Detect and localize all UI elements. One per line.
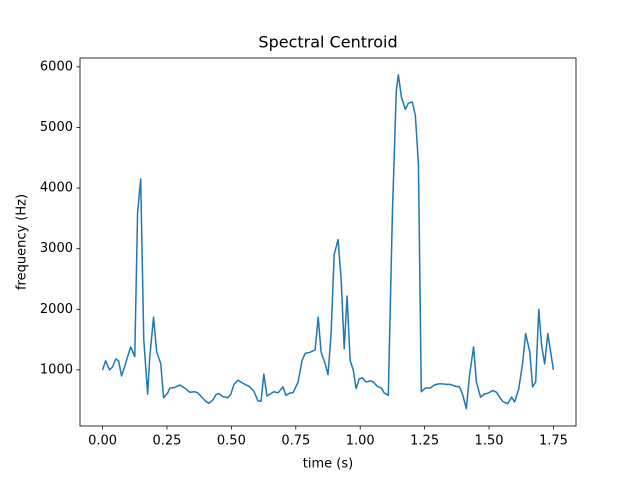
- x-tick-label: 0.25: [152, 434, 181, 449]
- x-axis-label: time (s): [303, 457, 353, 472]
- y-tick-label: 2000: [40, 302, 73, 317]
- y-tick-label: 3000: [40, 241, 73, 256]
- x-tick-label: 1.75: [539, 434, 568, 449]
- y-tick-label: 6000: [40, 59, 73, 74]
- x-tick-label: 0.50: [217, 434, 246, 449]
- y-axis-label: frequency (Hz): [15, 194, 30, 290]
- chart-title: Spectral Centroid: [258, 33, 397, 52]
- axes-frame: [79, 57, 577, 427]
- y-tick-label: 4000: [40, 181, 73, 196]
- x-tick-label: 0.75: [281, 434, 310, 449]
- x-tick-label: 1.00: [346, 434, 375, 449]
- x-tick-label: 1.25: [410, 434, 439, 449]
- data-line: [101, 73, 555, 410]
- x-tick-label: 0.00: [88, 434, 117, 449]
- y-tick-label: 1000: [40, 362, 73, 377]
- x-tick-label: 1.50: [475, 434, 504, 449]
- y-tick-label: 5000: [40, 120, 73, 135]
